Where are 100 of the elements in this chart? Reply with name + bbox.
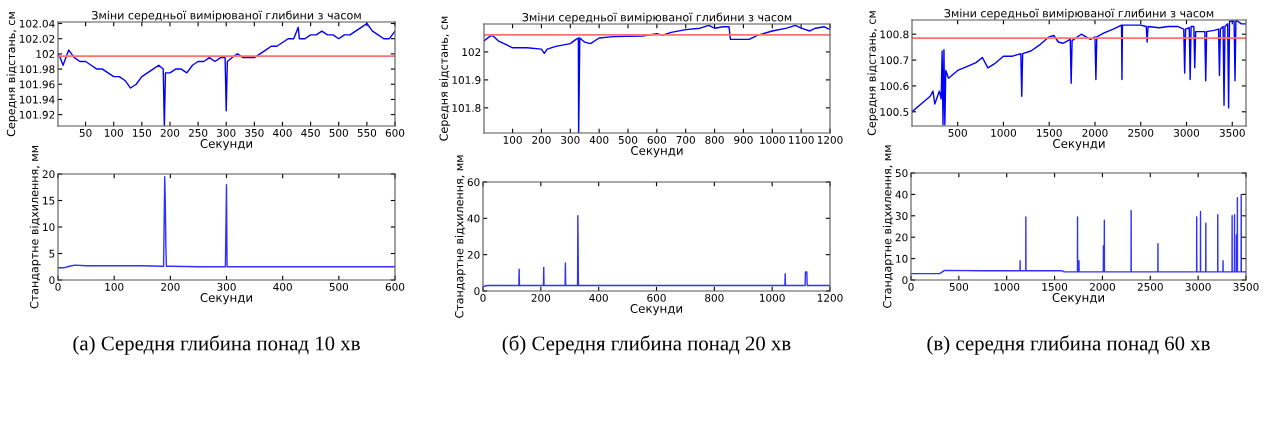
- y-tick-label: 40: [467, 214, 480, 223]
- x-tick-label: 1200: [817, 293, 843, 302]
- y-tick-label: 102.04: [19, 19, 55, 28]
- x-tick-label: 1500: [1042, 282, 1068, 291]
- y-tick-label: 100.6: [880, 82, 909, 91]
- y-axis-title: Стандартне відхилення, мм: [454, 155, 466, 318]
- x-tick-label: 200: [160, 128, 180, 137]
- y-tick-label: 100.7: [880, 56, 909, 65]
- y-tick-label: 102: [36, 50, 55, 58]
- y-tick-label: 100.8: [880, 30, 909, 39]
- x-tick-label: 900: [734, 135, 753, 144]
- y-tick-label: 50: [895, 169, 908, 178]
- line-series: [483, 214, 830, 288]
- x-tick-label: 500: [948, 128, 967, 137]
- y-tick-label: 100.5: [880, 108, 909, 116]
- x-axis-title: Секунди: [1052, 293, 1105, 305]
- x-tick-label: 2500: [1137, 282, 1163, 291]
- line-series: [912, 20, 1246, 126]
- y-tick-label: 10: [43, 223, 55, 232]
- text: (а) Середня глибина понад 10 хв: [73, 335, 360, 355]
- x-axis-title: Секунди: [1053, 139, 1105, 151]
- line-series: [911, 193, 1246, 275]
- x-tick-label: 500: [949, 282, 969, 291]
- x-tick-label: 200: [531, 293, 551, 302]
- y-axis-title: Середня відстань, см: [6, 12, 18, 137]
- x-tick-label: 1000: [760, 293, 785, 302]
- y-axis-title: Середня відстань, см: [867, 11, 879, 136]
- x-tick-label: 200: [532, 135, 551, 144]
- y-tick-label: 20: [42, 170, 55, 179]
- chart-title: Зміни середньої вимірюваної глибини з часом: [92, 10, 361, 22]
- y-axis-title: Стандартне відхилення, мм: [29, 145, 41, 309]
- x-tick-label: 500: [329, 128, 348, 137]
- x-tick-label: 450: [301, 128, 320, 137]
- x-tick-label: 1000: [991, 128, 1016, 137]
- x-tick-label: 800: [705, 293, 724, 302]
- y-tick-label: 102.02: [19, 34, 55, 43]
- x-tick-label: 1500: [1037, 128, 1062, 137]
- line-series: [484, 24, 830, 133]
- x-tick-label: 600: [647, 293, 666, 302]
- x-tick-label: 200: [161, 282, 180, 291]
- y-tick-label: 101.98: [19, 65, 55, 74]
- y-tick-label: 20: [895, 233, 908, 242]
- y-axis-title: Середня відстань, см: [439, 16, 451, 141]
- y-axis-title: Стандартне відхилення, мм: [882, 145, 894, 308]
- y-tick-label: 101.9: [452, 76, 481, 84]
- x-tick-label: 300: [217, 282, 236, 291]
- y-tick-label: 101.94: [19, 95, 55, 104]
- x-tick-label: 1000: [994, 282, 1020, 291]
- chart-title: Зміни середньої вимірюваної глибини з часом: [944, 8, 1214, 20]
- x-axis-title: Секунди: [200, 293, 253, 305]
- x-tick-label: 400: [589, 293, 608, 302]
- x-axis-title: Секунди: [630, 304, 683, 316]
- x-tick-label: 500: [329, 282, 349, 291]
- x-tick-label: 1200: [817, 135, 843, 144]
- x-tick-label: 3500: [1233, 282, 1259, 291]
- y-tick-label: 60: [467, 178, 480, 187]
- x-tick-label: 400: [273, 128, 292, 137]
- x-tick-label: 100: [105, 282, 124, 291]
- x-tick-label: 100: [503, 135, 522, 144]
- x-axis-title: Секунди: [631, 146, 683, 158]
- x-tick-label: 0: [55, 282, 61, 291]
- text: (в) середня глибина понад 60 хв: [927, 335, 1210, 355]
- x-tick-label: 350: [245, 128, 264, 137]
- line-series: [58, 22, 395, 126]
- x-tick-label: 3500: [1219, 128, 1245, 137]
- x-tick-label: 2000: [1089, 282, 1115, 291]
- y-tick-label: 10: [896, 254, 908, 263]
- x-tick-label: 300: [217, 128, 236, 137]
- x-tick-label: 550: [357, 128, 377, 137]
- x-tick-label: 600: [385, 282, 405, 291]
- y-tick-label: 101.96: [19, 80, 55, 89]
- x-tick-label: 1100: [789, 135, 814, 144]
- x-tick-label: 3000: [1185, 282, 1211, 291]
- text: (б) Середня глибина понад 20 хв: [502, 335, 791, 355]
- y-tick-label: 101.8: [452, 104, 481, 112]
- y-tick-label: 0: [902, 276, 908, 285]
- x-tick-label: 300: [561, 135, 580, 144]
- x-tick-label: 600: [385, 128, 405, 137]
- x-tick-label: 50: [79, 128, 92, 137]
- x-tick-label: 500: [618, 135, 638, 144]
- y-tick-label: 101.92: [19, 110, 55, 119]
- x-tick-label: 700: [676, 135, 695, 144]
- y-tick-label: 15: [43, 196, 55, 205]
- x-tick-label: 400: [589, 135, 609, 144]
- x-tick-label: 150: [133, 128, 152, 137]
- y-tick-label: 20: [467, 250, 480, 259]
- x-tick-label: 2500: [1128, 128, 1154, 137]
- x-tick-label: 800: [705, 135, 724, 144]
- x-tick-label: 2000: [1082, 128, 1108, 137]
- x-tick-label: 3000: [1174, 128, 1200, 137]
- x-tick-label: 100: [104, 128, 123, 137]
- y-tick-label: 5: [49, 249, 55, 258]
- chart-title: Зміни середньої вимірюваної глибини з часом: [522, 12, 792, 24]
- x-tick-label: 400: [273, 282, 292, 291]
- x-axis-title: Секунди: [200, 139, 253, 151]
- y-tick-label: 40: [895, 190, 908, 199]
- x-tick-label: 600: [647, 135, 667, 144]
- x-tick-label: 250: [188, 128, 208, 137]
- y-tick-label: 102: [462, 48, 481, 57]
- x-tick-label: 1000: [760, 135, 785, 144]
